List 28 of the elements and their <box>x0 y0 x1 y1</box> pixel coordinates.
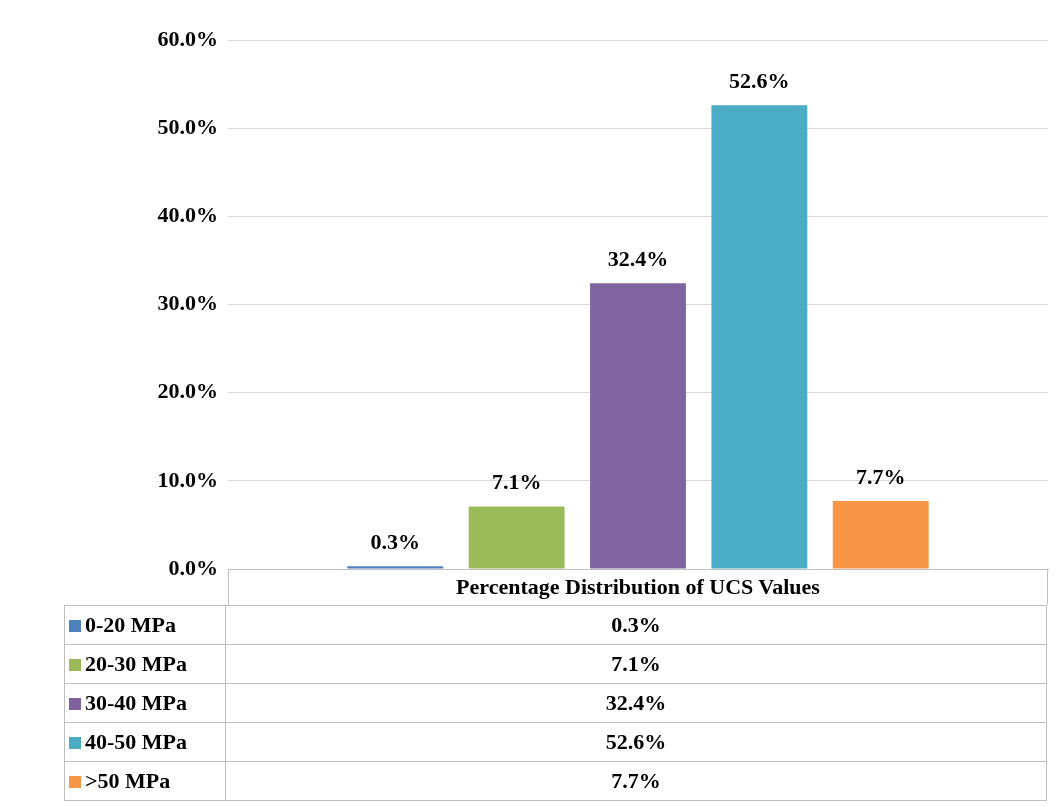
bar <box>590 283 686 569</box>
x-tick-label: Percentage Distribution of UCS Values <box>456 573 821 599</box>
bar <box>468 506 565 569</box>
text: 52.6% <box>605 729 667 754</box>
y-tick-label: 20.0% <box>157 378 218 404</box>
y-tick-label: 50.0% <box>157 113 218 139</box>
bar <box>347 566 444 569</box>
legend-label: 40-50 MPa <box>64 722 226 762</box>
y-tick-label: 0.0% <box>168 554 218 580</box>
text: 32.4% <box>605 690 667 715</box>
bar <box>711 105 808 569</box>
y-tick-label: 10.0% <box>157 466 218 492</box>
text: 0.3% <box>611 612 661 637</box>
text: 7.1% <box>611 651 661 676</box>
legend-label: >50 MPa <box>64 761 226 801</box>
data-label: 52.6% <box>729 67 790 93</box>
data-label: 7.7% <box>855 463 906 489</box>
y-tick-label: 30.0% <box>157 290 218 316</box>
legend-label: 30-40 MPa <box>64 683 226 723</box>
data-label: 0.3% <box>370 529 421 555</box>
data-label: 32.4% <box>607 246 669 272</box>
text: 7.7% <box>611 768 661 793</box>
legend-label: 20-30 MPa <box>64 644 226 684</box>
bar <box>832 501 929 569</box>
legend-label: 0-20 MPa <box>64 605 226 645</box>
data-label: 7.1% <box>491 469 542 495</box>
y-tick-label: 40.0% <box>157 202 218 228</box>
y-tick-label: 60.0% <box>157 25 218 51</box>
